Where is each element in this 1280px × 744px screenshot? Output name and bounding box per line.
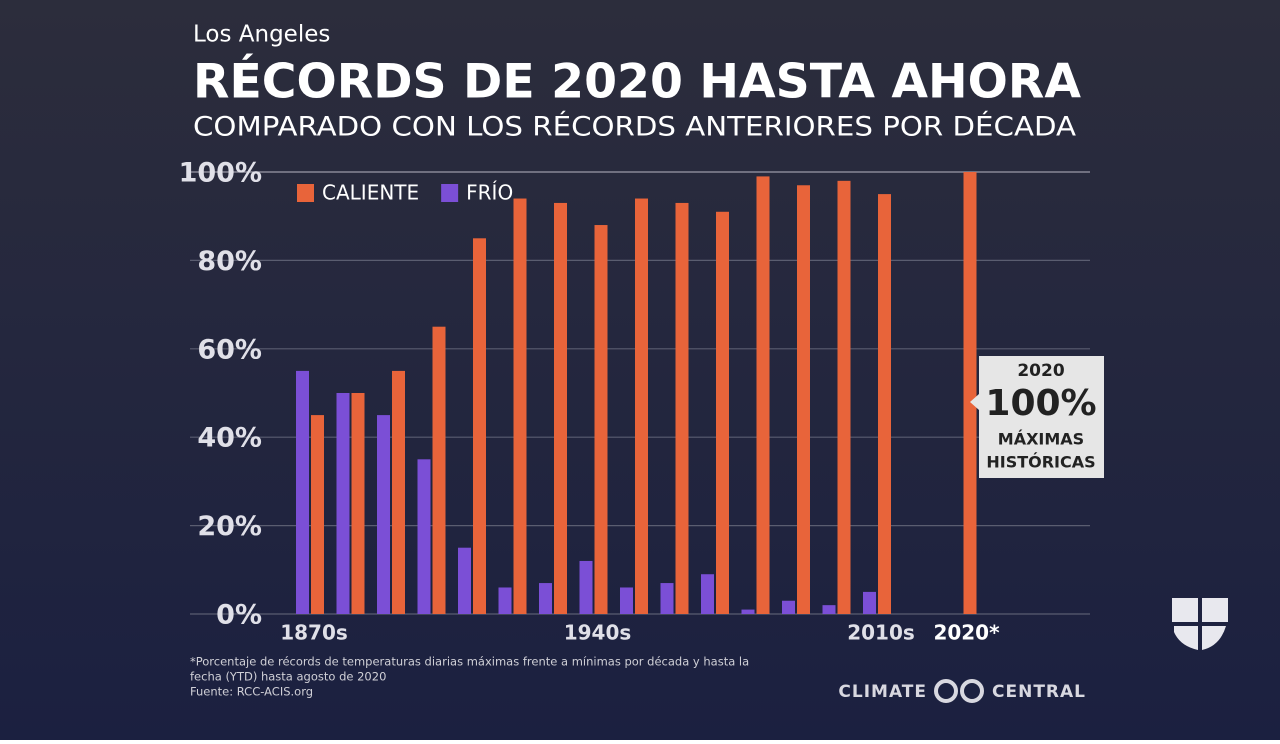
logo-text: CLIMATE [838,682,927,702]
bar [432,326,446,614]
bar [741,609,755,614]
bar [822,605,836,614]
legend-label: FRÍO [466,181,513,205]
annotation-text: HISTÓRICAS [986,453,1095,472]
footnote: *Porcentaje de récords de temperaturas d… [190,655,749,669]
bar [392,370,405,614]
bar [675,202,689,614]
bar [837,180,851,614]
bar [863,591,876,614]
x-tick-label: 2020* [933,621,1000,645]
chart-title: RÉCORDS DE 2020 HASTA AHORA [193,55,1082,110]
y-tick-label: 0% [216,600,262,631]
bar [782,600,795,614]
bar [311,415,324,614]
bar [701,574,714,614]
plot-area: 0% 20% 40% 60% 80% 100% 1870s 1940s 2010s 2020* CA… [179,158,1090,645]
bar [554,202,567,614]
bar [377,415,390,614]
annotation-text: MÁXIMAS [998,430,1084,449]
bar [963,172,977,614]
logo-text: CENTRAL [992,682,1086,702]
bar [756,176,770,615]
bar [797,185,810,614]
x-tick-label: 2010s [847,621,915,645]
bar [351,393,365,614]
x-tick-label: 1940s [564,621,632,645]
bar [579,560,593,614]
y-tick-label: 60% [197,334,262,365]
broadcaster-logo [1172,598,1228,650]
bar [296,370,309,614]
bar [513,198,527,614]
bar [878,194,891,614]
y-tick-label: 40% [197,423,262,454]
y-tick-label: 80% [197,246,262,277]
logo-icon [960,679,984,703]
logo-icon [934,679,958,703]
bar [336,393,350,614]
bar [539,583,552,614]
source-logo: CLIMATE CENTRAL [838,679,1086,703]
annotation-value: 100% [985,383,1096,424]
bar [716,211,729,614]
bar [417,459,431,614]
source: Fuente: RCC-ACIS.org [190,685,313,699]
bar [458,547,471,614]
y-tick-label: 100% [179,158,262,189]
bar [594,225,608,615]
logo-icon [1172,598,1228,650]
annotation: 2020 100% MÁXIMAS HISTÓRICAS [970,356,1104,478]
bar [473,238,486,615]
legend-swatch [441,184,459,202]
annotation-box [970,356,1104,478]
legend-label: CALIENTE [322,181,419,205]
y-tick-label: 20% [197,511,262,542]
location: Los Angeles [193,22,330,48]
bar [635,198,648,614]
legend-swatch [297,184,314,202]
x-tick-label: 1870s [280,621,348,645]
footnote: fecha (YTD) hasta agosto de 2020 [190,670,386,684]
annotation-year: 2020 [1017,361,1064,381]
chart-subtitle: COMPARADO CON LOS RÉCORDS ANTERIORES POR… [193,111,1077,143]
bar [620,587,633,614]
bar [498,587,512,614]
bar [660,583,674,614]
